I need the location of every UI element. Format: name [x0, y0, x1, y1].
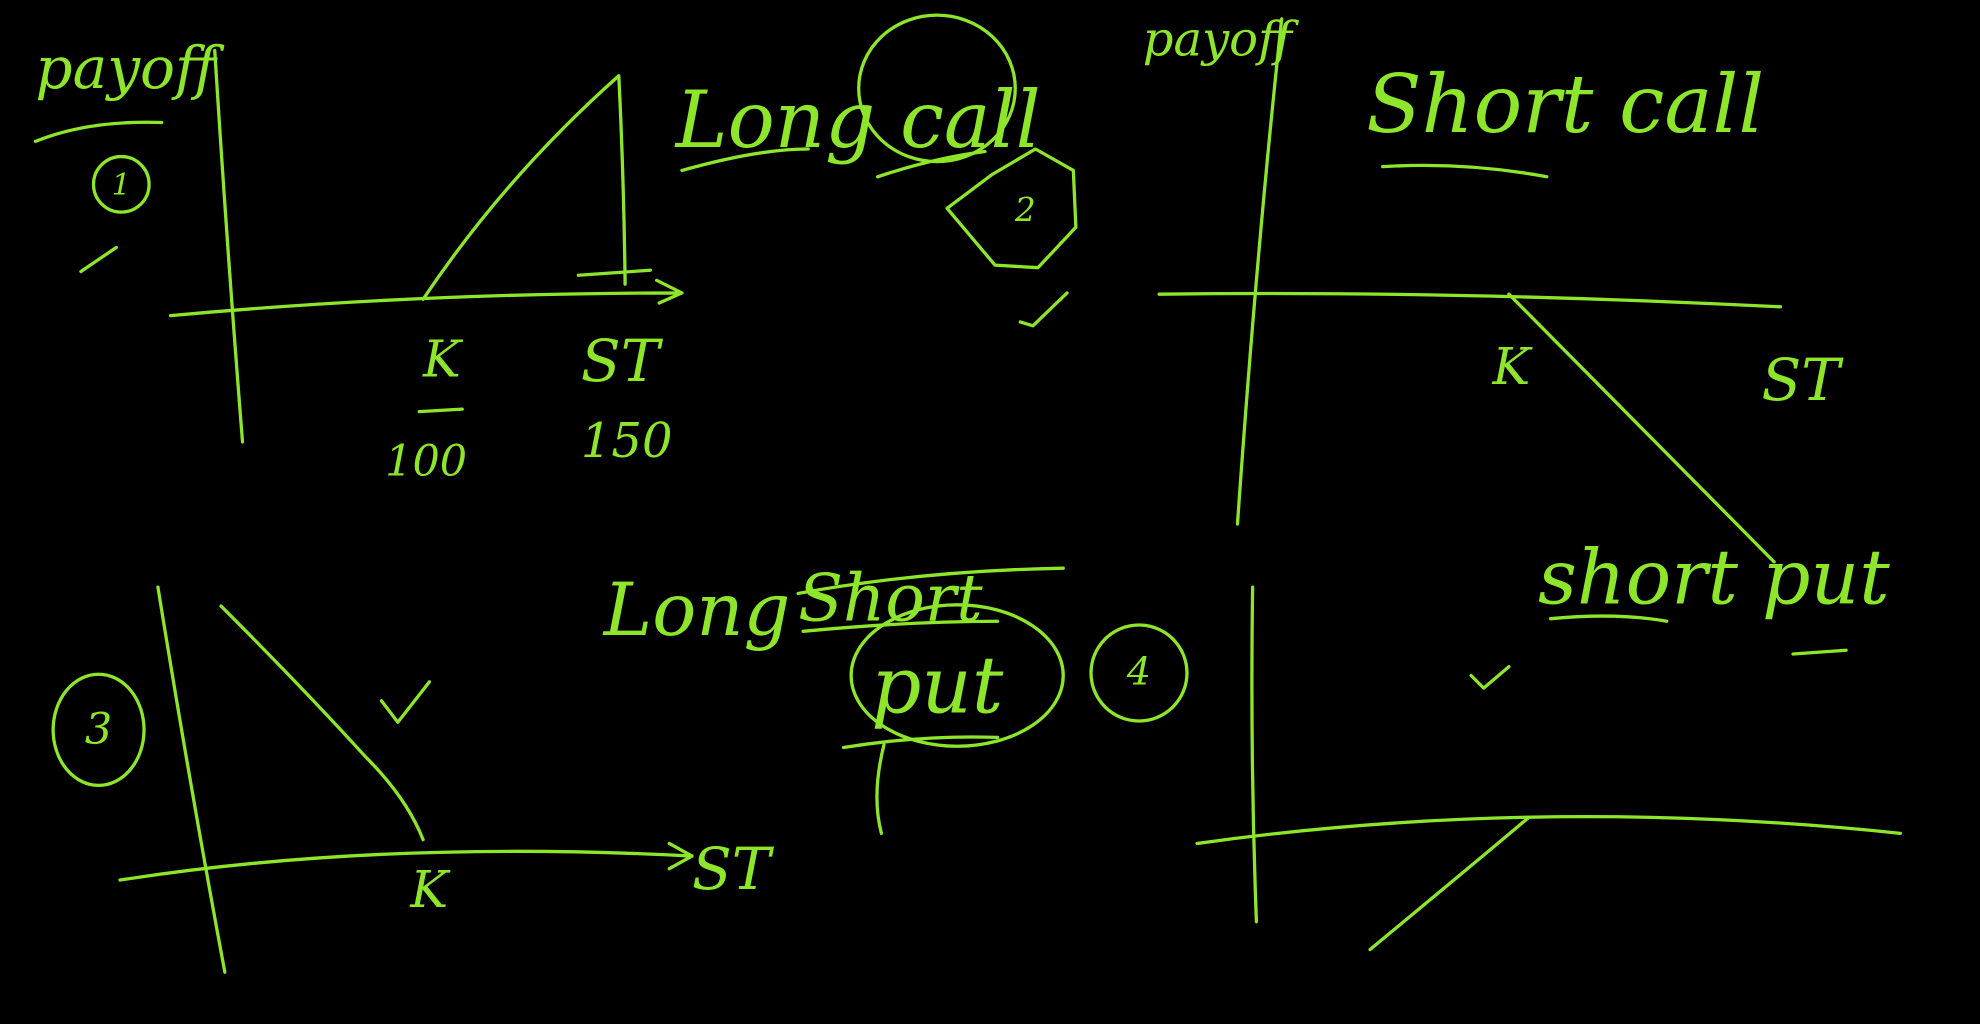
- title-prefix: Long: [602, 568, 791, 653]
- y-axis: [156, 585, 227, 974]
- y-axis: [1250, 585, 1259, 924]
- strike-value: 100: [385, 437, 467, 487]
- payoff-line: [421, 74, 652, 301]
- price-label: ST: [692, 835, 775, 903]
- panel-title: Short call: [1366, 58, 1764, 152]
- underline: [841, 735, 1000, 835]
- number-hexagon: [945, 147, 1078, 270]
- underline: [1548, 614, 1848, 656]
- x-axis: [1157, 291, 1783, 309]
- panel-number: 4: [1126, 650, 1151, 694]
- underline: [680, 147, 987, 179]
- y-axis: [1235, 17, 1284, 526]
- strike-through: [796, 566, 1065, 633]
- price-value: 150: [581, 413, 673, 469]
- x-axis: [168, 278, 684, 318]
- strike-label: K: [1492, 337, 1534, 396]
- panel-title: short put: [1538, 533, 1890, 621]
- number-circle: [1089, 623, 1189, 723]
- payoff-line: [1368, 816, 1530, 952]
- axis-label: payoff: [1143, 11, 1299, 67]
- price-label: ST: [581, 327, 664, 395]
- x-axis: [1195, 814, 1903, 846]
- check: [79, 245, 118, 274]
- panel-number: 3: [85, 704, 112, 754]
- panel-short-call: payoff 2 Short call K ST: [945, 11, 1844, 564]
- strike-label: K: [422, 330, 464, 389]
- panel-title: put: [871, 640, 1004, 731]
- check: [1469, 665, 1511, 690]
- panel-short-put: short put: [1195, 533, 1903, 952]
- underline: [1381, 163, 1549, 179]
- panel-number: 1: [112, 168, 131, 203]
- number-circle: [51, 672, 146, 788]
- y-axis: [213, 48, 245, 444]
- check: [379, 680, 432, 724]
- x-axis: [118, 841, 694, 882]
- strike-label: K: [409, 860, 451, 919]
- price-label: ST: [1761, 346, 1844, 414]
- check: [1018, 291, 1069, 328]
- panel-long-put: 3 K ST Long Short put 4: [51, 561, 1189, 974]
- underline: [417, 407, 464, 414]
- payoff-line: [1507, 292, 1776, 564]
- axis-label: payoff: [35, 34, 225, 102]
- panel-number: 2: [1014, 191, 1036, 229]
- underline: [33, 120, 164, 144]
- title-circle: [849, 603, 1065, 748]
- panel-long-call: payoff 1 K ST 100 150 Long call: [33, 13, 1041, 487]
- payoff-line: [219, 604, 425, 842]
- number-circle: [91, 154, 151, 214]
